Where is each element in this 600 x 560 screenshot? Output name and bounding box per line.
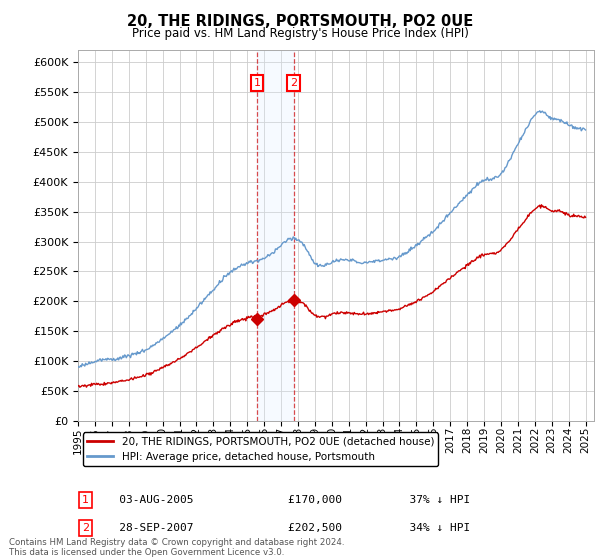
Text: 28-SEP-2007              £202,500          34% ↓ HPI: 28-SEP-2007 £202,500 34% ↓ HPI (98, 523, 470, 533)
Bar (257, 50, 293, 421)
Text: 20, THE RIDINGS, PORTSMOUTH, PO2 0UE: 20, THE RIDINGS, PORTSMOUTH, PO2 0UE (127, 14, 473, 29)
Legend: 20, THE RIDINGS, PORTSMOUTH, PO2 0UE (detached house), HPI: Average price, detac: 20, THE RIDINGS, PORTSMOUTH, PO2 0UE (de… (83, 432, 439, 466)
Text: 2: 2 (290, 78, 297, 88)
Text: 2: 2 (82, 523, 89, 533)
Text: Contains HM Land Registry data © Crown copyright and database right 2024.
This d: Contains HM Land Registry data © Crown c… (9, 538, 344, 557)
Text: 1: 1 (82, 495, 89, 505)
Text: 1: 1 (253, 78, 260, 88)
Text: Price paid vs. HM Land Registry's House Price Index (HPI): Price paid vs. HM Land Registry's House … (131, 27, 469, 40)
Text: 03-AUG-2005              £170,000          37% ↓ HPI: 03-AUG-2005 £170,000 37% ↓ HPI (98, 495, 470, 505)
